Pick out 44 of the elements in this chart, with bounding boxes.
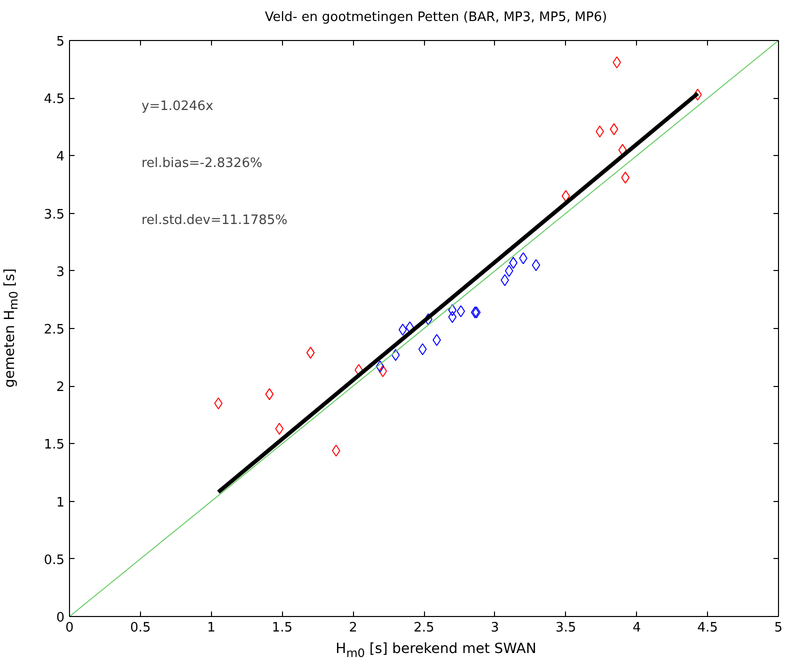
x-tick-label: 2.5 — [414, 620, 434, 636]
annotation: rel.std.dev=11.1785% — [142, 213, 288, 228]
y-tick-label: 3 — [56, 264, 65, 280]
x-tick-label: 1.5 — [272, 620, 293, 636]
point — [448, 310, 457, 323]
y-tick-label: 4.5 — [44, 92, 65, 108]
point — [532, 259, 540, 272]
x-tick-label: 5 — [774, 620, 783, 636]
y-tick-label: 0.5 — [44, 552, 65, 568]
point — [610, 123, 618, 136]
point — [332, 444, 340, 457]
point — [378, 365, 388, 378]
chart-title: Veld- en gootmetingen Petten (BAR, MP3, MP5, MP6) — [264, 10, 608, 26]
x-tick-label: 3 — [490, 620, 500, 636]
y-tick-label: 5 — [56, 34, 65, 50]
x-tick-label: 4 — [632, 620, 641, 636]
point — [504, 264, 514, 277]
y-tick-label: 4 — [56, 150, 65, 165]
point — [456, 305, 466, 318]
point — [275, 422, 284, 435]
x-tick-label: 2 — [348, 620, 358, 636]
annotation: rel.bias=-2.8326% — [142, 156, 262, 171]
point — [618, 144, 627, 156]
point — [214, 397, 223, 410]
x-axis-title: H$_{m0}$ [s] berekend met SWAN — [334, 640, 538, 662]
x-tick-label: 3.5 — [555, 620, 576, 636]
point — [418, 343, 427, 356]
y-tick-label: 1 — [56, 495, 65, 510]
x-tick-label: 4.5 — [697, 620, 718, 636]
point — [391, 348, 400, 361]
y-tick-label: 2.5 — [44, 322, 65, 338]
point — [621, 172, 630, 184]
point — [448, 304, 457, 316]
point — [376, 360, 384, 373]
x-tick-label: 0.5 — [130, 620, 151, 636]
point — [306, 346, 315, 359]
point — [265, 388, 274, 400]
y-tick-label: 2 — [56, 380, 65, 396]
y-tick-label: 3.5 — [44, 207, 65, 222]
x-tick-label: 1 — [207, 620, 216, 636]
point — [612, 56, 622, 68]
y-tick-label: 0 — [56, 610, 65, 626]
annotation: y=1.0246x — [142, 99, 214, 114]
y-tick-label: 1.5 — [44, 438, 65, 453]
